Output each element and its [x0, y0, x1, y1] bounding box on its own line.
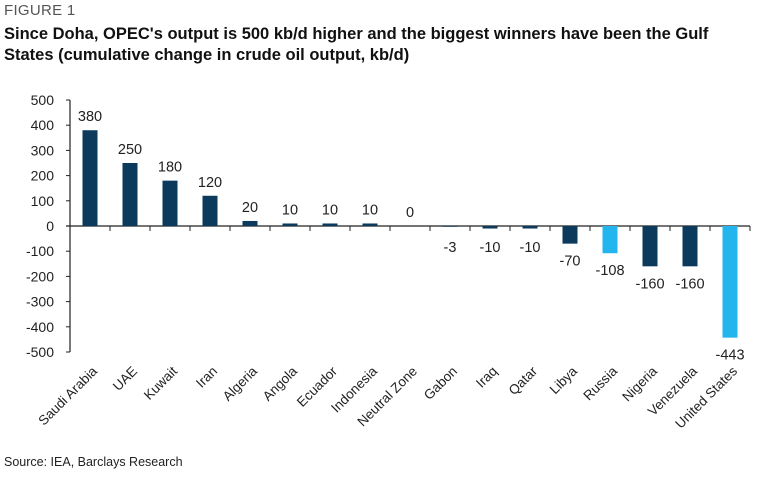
x-tick-label: Libya [547, 363, 581, 397]
y-tick-label: -300 [26, 294, 54, 310]
x-tick-label: UAE [110, 364, 140, 394]
y-tick-label: -100 [26, 243, 54, 259]
data-label: -160 [675, 276, 704, 292]
y-tick-label: 400 [31, 117, 55, 133]
bar-qatar [522, 226, 538, 229]
chart-title: Since Doha, OPEC's output is 500 kb/d hi… [4, 25, 709, 64]
data-label: -443 [715, 348, 744, 364]
x-tick-label: Gabon [421, 364, 460, 403]
data-label: 10 [282, 202, 298, 218]
y-tick-label: -200 [26, 268, 54, 284]
bar-gabon [442, 226, 458, 227]
bar-united-states [722, 226, 738, 338]
data-label: -70 [560, 254, 581, 270]
y-tick-label: 0 [46, 218, 54, 234]
y-tick-label: -500 [26, 344, 54, 360]
x-tick-label: Iraq [473, 364, 500, 391]
bar-iraq [482, 226, 498, 229]
bar-kuwait [162, 180, 178, 226]
figure-label: FIGURE 1 [4, 2, 76, 19]
bar-iran [202, 195, 218, 226]
data-label: 250 [118, 142, 142, 158]
bar-algeria [242, 220, 258, 226]
y-tick-label: 200 [31, 168, 55, 184]
source-note: Source: IEA, Barclays Research [4, 455, 183, 469]
data-label: -160 [635, 276, 664, 292]
data-label: 180 [158, 160, 182, 176]
x-tick-label: Algeria [220, 363, 261, 404]
bar-russia [602, 226, 618, 254]
bar-angola [282, 223, 298, 226]
bar-libya [562, 226, 578, 244]
bar-saudi-arabia [82, 130, 98, 226]
bar-venezuela [682, 226, 698, 267]
data-label: -10 [480, 240, 501, 256]
bar-uae [122, 163, 138, 226]
y-tick-label: 100 [31, 193, 55, 209]
y-tick-label: 500 [31, 92, 55, 108]
data-label: 380 [78, 109, 102, 125]
x-tick-label: Iran [193, 364, 220, 391]
data-label: -3 [444, 240, 457, 256]
bar-nigeria [642, 226, 658, 267]
bar-ecuador [322, 223, 338, 226]
x-tick-label: Kuwait [141, 363, 180, 402]
data-label: -10 [520, 240, 541, 256]
y-tick-label: -400 [26, 319, 54, 335]
data-label: 20 [242, 200, 258, 216]
x-tick-label: Saudi Arabia [35, 363, 100, 428]
x-tick-label: Russia [580, 363, 620, 403]
data-label: -108 [595, 263, 624, 279]
bar-indonesia [362, 223, 378, 226]
x-tick-label: Qatar [506, 363, 541, 398]
data-label: 10 [322, 202, 338, 218]
y-tick-label: 300 [31, 142, 55, 158]
data-label: 10 [362, 202, 378, 218]
data-label: 0 [406, 205, 414, 221]
data-label: 120 [198, 175, 222, 191]
